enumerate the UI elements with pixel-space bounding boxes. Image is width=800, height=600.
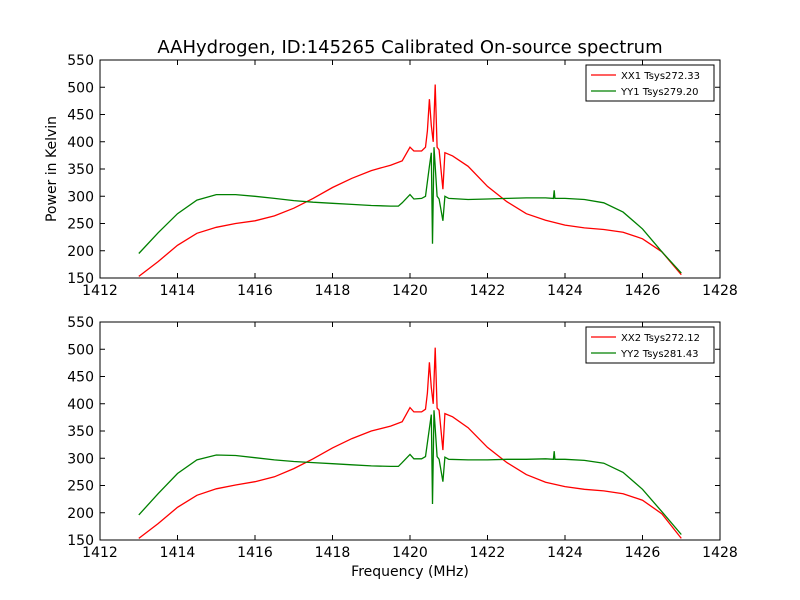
legend-label: XX1 Tsys272.33 bbox=[621, 71, 700, 82]
legend: XX2 Tsys272.12 YY2 Tsys281.43 bbox=[585, 326, 715, 364]
y-tick-label: 500 bbox=[67, 342, 94, 358]
x-tick-label: 1420 bbox=[392, 283, 428, 299]
y-axis-label: Power in Kelvin bbox=[44, 116, 60, 222]
x-tick-label: 1414 bbox=[160, 545, 196, 561]
x-tick-label: 1428 bbox=[702, 545, 738, 561]
y-tick-label: 200 bbox=[67, 506, 94, 522]
x-tick-label: 1412 bbox=[82, 545, 118, 561]
legend-label: YY2 Tsys281.43 bbox=[620, 349, 699, 360]
y-tick-label: 250 bbox=[67, 479, 94, 495]
y-tick-label: 550 bbox=[67, 53, 94, 69]
y-tick-label: 400 bbox=[67, 397, 94, 413]
plots-group: 1412 1414 1416 1418 1420 1422 1424 1426 1428 150 2… bbox=[44, 53, 738, 580]
plot-panel-1: 1412 1414 1416 1418 1420 1422 1424 1426 1428 150 2… bbox=[44, 53, 738, 299]
series-line-2 bbox=[138, 147, 682, 274]
x-tick-label: 1422 bbox=[470, 545, 506, 561]
series-line-2 bbox=[138, 410, 682, 535]
x-tick-label: 1416 bbox=[237, 545, 273, 561]
x-tick-label: 1424 bbox=[547, 283, 583, 299]
legend-label: XX2 Tsys272.12 bbox=[621, 333, 700, 344]
x-tick-label: 1418 bbox=[315, 545, 351, 561]
figure-title: AAHydrogen, ID:145265 Calibrated On-sour… bbox=[157, 37, 662, 58]
series-line-1 bbox=[138, 347, 682, 539]
x-tick-label: 1422 bbox=[470, 283, 506, 299]
x-tick-label: 1418 bbox=[315, 283, 351, 299]
legend-box bbox=[585, 64, 715, 102]
legend: XX1 Tsys272.33 YY1 Tsys279.20 bbox=[585, 64, 715, 102]
y-tick-label: 150 bbox=[67, 271, 94, 287]
legend-box bbox=[585, 326, 715, 364]
x-tick-label: 1412 bbox=[82, 283, 118, 299]
x-tick-label: 1426 bbox=[625, 283, 661, 299]
y-tick-label: 550 bbox=[67, 315, 94, 331]
x-tick-label: 1424 bbox=[547, 545, 583, 561]
y-tick-label: 350 bbox=[67, 424, 94, 440]
y-tick-label: 350 bbox=[67, 162, 94, 178]
y-tick-label: 300 bbox=[67, 451, 94, 467]
y-tick-label: 250 bbox=[67, 217, 94, 233]
x-tick-label: 1420 bbox=[392, 545, 428, 561]
series-line-1 bbox=[138, 84, 682, 277]
y-tick-label: 500 bbox=[67, 80, 94, 96]
y-tick-label: 150 bbox=[67, 533, 94, 549]
x-axis-label: Frequency (MHz) bbox=[351, 564, 469, 580]
y-tick-label: 300 bbox=[67, 189, 94, 205]
x-tick-label: 1414 bbox=[160, 283, 196, 299]
y-tick-label: 400 bbox=[67, 135, 94, 151]
x-tick-label: 1428 bbox=[702, 283, 738, 299]
x-tick-label: 1416 bbox=[237, 283, 273, 299]
x-tick-label: 1426 bbox=[625, 545, 661, 561]
legend-label: YY1 Tsys279.20 bbox=[620, 87, 699, 98]
y-tick-label: 450 bbox=[67, 370, 94, 386]
y-tick-label: 450 bbox=[67, 108, 94, 124]
plot-panel-2: 1412 1414 1416 1418 1420 1422 1424 1426 1428 150 2… bbox=[67, 315, 738, 580]
y-tick-label: 200 bbox=[67, 244, 94, 260]
